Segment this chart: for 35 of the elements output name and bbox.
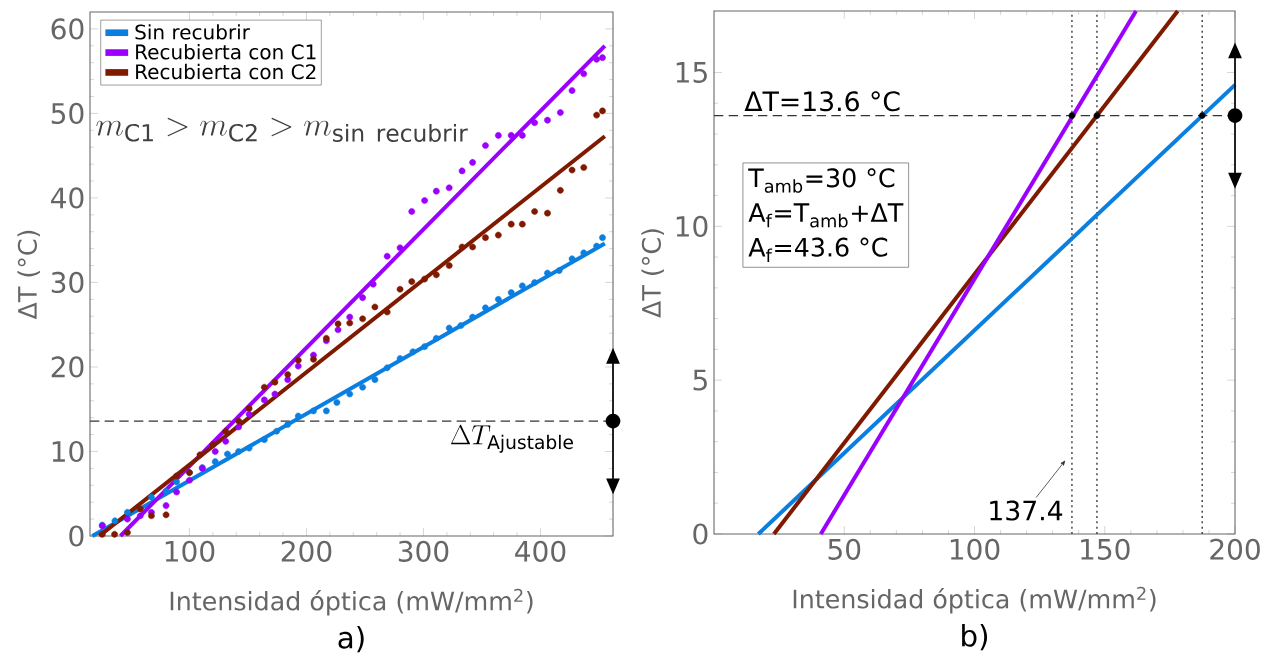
x-tick-label: 200 — [281, 540, 332, 562]
x-tick-label: 200 — [1210, 538, 1260, 560]
annotation: T$_{amb}$=30 °C — [748, 168, 895, 193]
x-tick-label: 300 — [398, 540, 449, 562]
y-axis-title: ΔT (°C) — [17, 230, 40, 320]
annotation: $m_{\mathrm{C1}}>m_{\mathrm{C2}}>m_{\mathrm{sin\ recubrir}}$ — [96, 117, 468, 142]
y-tick-label: 10 — [676, 215, 708, 237]
x-tick-label: 100 — [950, 538, 1000, 560]
x-tick-label: 400 — [515, 540, 566, 562]
ref-line-label: ΔT=13.6 °C — [744, 91, 900, 112]
x-tick-label: 100 — [165, 540, 215, 562]
ref-line-label: $\Delta T_{\mathrm{Ajustable}}$ — [450, 424, 573, 453]
y-tick-label: 50 — [51, 102, 84, 125]
legend-label: Recubierta con C1 — [136, 44, 316, 60]
y-tick-label: 30 — [51, 271, 84, 294]
ref-line-label: 137.4 — [990, 500, 1063, 521]
x-axis-title: Intensidad óptica (mW/mm$^{2}$) — [793, 586, 1156, 614]
x-axis-title: Intensidad óptica (mW/mm$^{2}$) — [170, 588, 533, 616]
y-tick-label: 10 — [52, 440, 84, 463]
y-tick-label: 15 — [676, 62, 707, 83]
y-tick-label: 20 — [51, 356, 84, 378]
y-tick-label: 40 — [51, 187, 84, 209]
y-tick-label: 0 — [69, 525, 84, 547]
y-tick-label: 0 — [693, 523, 708, 545]
annotation: A$_{f}$=T$_{amb}$+ΔT — [748, 203, 904, 228]
text: b) — [962, 624, 988, 651]
text: a) — [338, 626, 364, 653]
legend-label: Recubierta con C2 — [136, 63, 316, 80]
x-tick-label: 150 — [1081, 538, 1130, 560]
y-tick-label: 60 — [51, 18, 84, 40]
y-tick-label: 5 — [693, 369, 707, 391]
x-tick-label: 50 — [828, 538, 861, 560]
annotation: A$_{f}$=43.6 °C — [748, 237, 888, 262]
legend-label: Sin recubrir — [135, 24, 250, 40]
y-axis-title: ΔT (°C) — [641, 229, 664, 318]
